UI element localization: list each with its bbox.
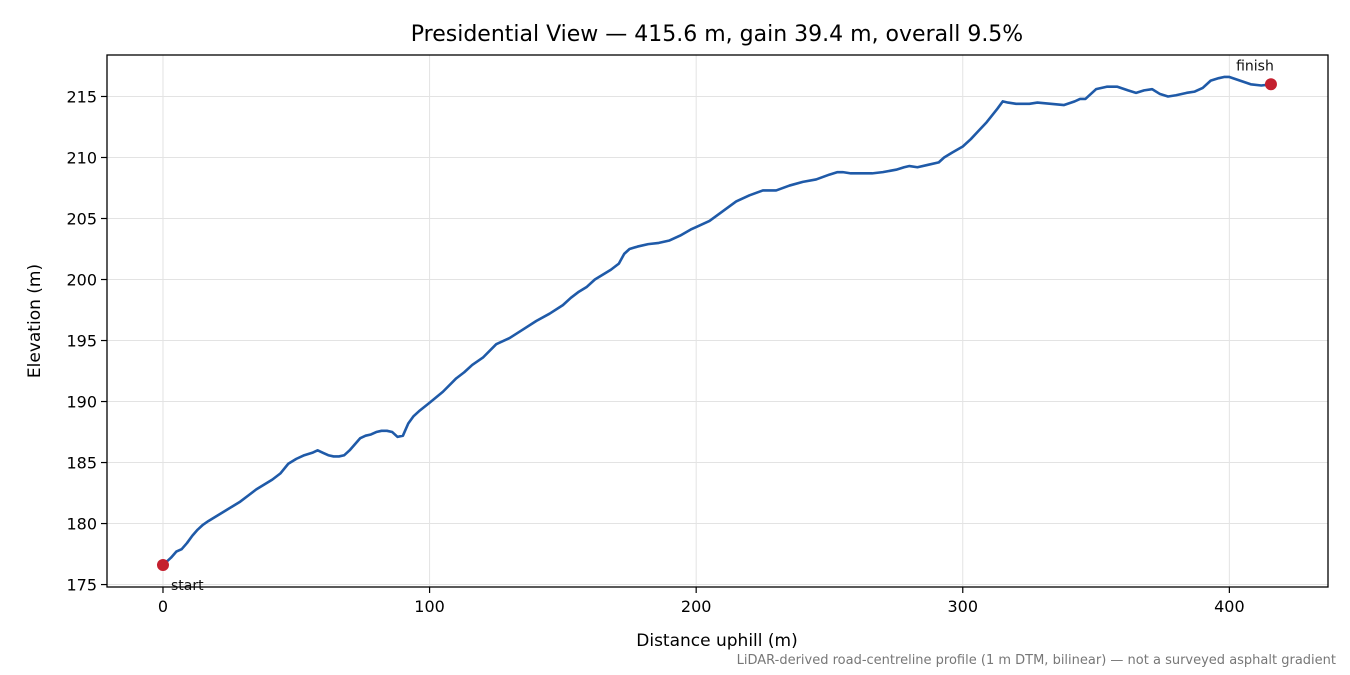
chart-title: Presidential View — 415.6 m, gain 39.4 m…: [411, 22, 1023, 47]
elevation-profile-line: [161, 75, 1273, 567]
finish-label: finish: [1236, 58, 1274, 74]
y-tick-label-1: 180: [66, 515, 97, 534]
y-tick-label-7: 210: [66, 148, 97, 167]
endpoint-markers: start finish: [156, 58, 1277, 594]
y-tick-label-5: 200: [66, 271, 97, 290]
x-tick-label-3: 300: [947, 597, 978, 616]
x-tick-label-1: 100: [414, 597, 445, 616]
axis-ticks: 0 100 200 300 400 175 180 185 190 195 200 205 210 215: [66, 87, 1244, 616]
y-tick-label-6: 205: [66, 210, 97, 229]
y-tick-label-4: 195: [66, 332, 97, 351]
start-label: start: [171, 578, 204, 594]
y-tick-label-0: 175: [66, 576, 97, 595]
y-tick-label-8: 215: [66, 87, 97, 106]
y-tick-label-2: 185: [66, 454, 97, 473]
y-axis-label: Elevation (m): [25, 264, 45, 378]
y-tick-label-3: 190: [66, 393, 97, 412]
x-tick-label-4: 400: [1214, 597, 1245, 616]
x-axis-label: Distance uphill (m): [636, 631, 797, 651]
x-tick-label-2: 200: [681, 597, 712, 616]
data-source-note: LiDAR-derived road-centreline profile (1…: [737, 653, 1336, 668]
x-tick-label-0: 0: [158, 597, 168, 616]
gridlines: [107, 55, 1328, 587]
plot-frame: [106, 54, 1329, 588]
finish-marker: [1264, 78, 1277, 91]
start-marker: [156, 559, 169, 572]
